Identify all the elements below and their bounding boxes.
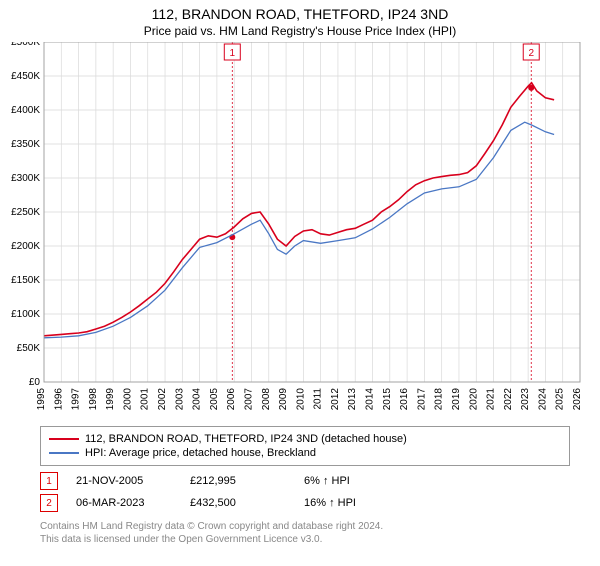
svg-text:2016: 2016 <box>399 388 410 411</box>
svg-text:£200K: £200K <box>11 241 40 252</box>
legend-row-1: 112, BRANDON ROAD, THETFORD, IP24 3ND (d… <box>49 433 561 445</box>
marker-pct-1: 6% ↑ HPI <box>304 475 400 487</box>
legend: 112, BRANDON ROAD, THETFORD, IP24 3ND (d… <box>40 426 570 466</box>
chart-title: 112, BRANDON ROAD, THETFORD, IP24 3ND <box>0 6 600 22</box>
svg-text:2011: 2011 <box>313 388 324 410</box>
marker-table: 1 21-NOV-2005 £212,995 6% ↑ HPI 2 06-MAR… <box>40 472 570 512</box>
marker-row-2: 2 06-MAR-2023 £432,500 16% ↑ HPI <box>40 494 570 512</box>
svg-text:2021: 2021 <box>486 388 497 411</box>
credits: Contains HM Land Registry data © Crown c… <box>40 520 570 546</box>
legend-swatch-1 <box>49 438 79 440</box>
chart-subtitle: Price paid vs. HM Land Registry's House … <box>0 24 600 38</box>
svg-text:2010: 2010 <box>295 388 306 411</box>
legend-swatch-2 <box>49 452 79 454</box>
svg-text:2002: 2002 <box>157 388 168 411</box>
svg-text:2026: 2026 <box>572 388 583 411</box>
svg-text:2001: 2001 <box>140 388 151 411</box>
marker-row-1: 1 21-NOV-2005 £212,995 6% ↑ HPI <box>40 472 570 490</box>
credits-line-1: Contains HM Land Registry data © Crown c… <box>40 520 570 533</box>
svg-text:2005: 2005 <box>209 388 220 411</box>
legend-label-2: HPI: Average price, detached house, Brec… <box>85 447 316 459</box>
svg-text:£300K: £300K <box>11 173 40 184</box>
svg-text:2024: 2024 <box>537 388 548 411</box>
svg-text:2013: 2013 <box>347 388 358 411</box>
marker-date-1: 21-NOV-2005 <box>76 475 172 487</box>
credits-line-2: This data is licensed under the Open Gov… <box>40 533 570 546</box>
svg-text:2008: 2008 <box>261 388 272 411</box>
marker-pct-2: 16% ↑ HPI <box>304 497 400 509</box>
legend-row-2: HPI: Average price, detached house, Brec… <box>49 447 561 459</box>
svg-text:2020: 2020 <box>468 388 479 411</box>
svg-text:2015: 2015 <box>382 388 393 411</box>
svg-text:1995: 1995 <box>36 388 47 411</box>
svg-text:£250K: £250K <box>11 207 40 218</box>
svg-text:2019: 2019 <box>451 388 462 411</box>
svg-text:2023: 2023 <box>520 388 531 411</box>
marker-price-2: £432,500 <box>190 497 286 509</box>
svg-text:2025: 2025 <box>555 388 566 411</box>
svg-text:2004: 2004 <box>192 388 203 411</box>
svg-text:£350K: £350K <box>11 139 40 150</box>
svg-text:£450K: £450K <box>11 71 40 82</box>
svg-text:2007: 2007 <box>243 388 254 411</box>
svg-text:2017: 2017 <box>416 388 427 411</box>
marker-price-1: £212,995 <box>190 475 286 487</box>
price-chart: £0 £50K £100K £150K £200K £250K £300K £350K £400… <box>0 42 600 420</box>
svg-text:2014: 2014 <box>365 388 376 411</box>
svg-text:£50K: £50K <box>17 343 41 354</box>
svg-text:2000: 2000 <box>122 388 133 411</box>
svg-text:£100K: £100K <box>11 309 40 320</box>
svg-text:2018: 2018 <box>434 388 445 411</box>
marker-badge-2: 2 <box>40 494 58 512</box>
svg-text:2003: 2003 <box>174 388 185 411</box>
svg-text:1: 1 <box>230 48 236 59</box>
svg-text:2006: 2006 <box>226 388 237 411</box>
svg-text:£0: £0 <box>29 377 41 388</box>
marker-date-2: 06-MAR-2023 <box>76 497 172 509</box>
svg-text:2: 2 <box>528 48 534 59</box>
svg-text:£500K: £500K <box>11 42 40 48</box>
svg-text:2022: 2022 <box>503 388 514 411</box>
svg-text:1996: 1996 <box>53 388 64 411</box>
legend-label-1: 112, BRANDON ROAD, THETFORD, IP24 3ND (d… <box>85 433 407 445</box>
svg-text:1999: 1999 <box>105 388 116 411</box>
svg-text:2009: 2009 <box>278 388 289 411</box>
svg-text:2012: 2012 <box>330 388 341 411</box>
marker-badge-1: 1 <box>40 472 58 490</box>
svg-text:£400K: £400K <box>11 105 40 116</box>
svg-text:£150K: £150K <box>11 275 40 286</box>
svg-text:1997: 1997 <box>71 388 82 411</box>
svg-text:1998: 1998 <box>88 388 99 411</box>
